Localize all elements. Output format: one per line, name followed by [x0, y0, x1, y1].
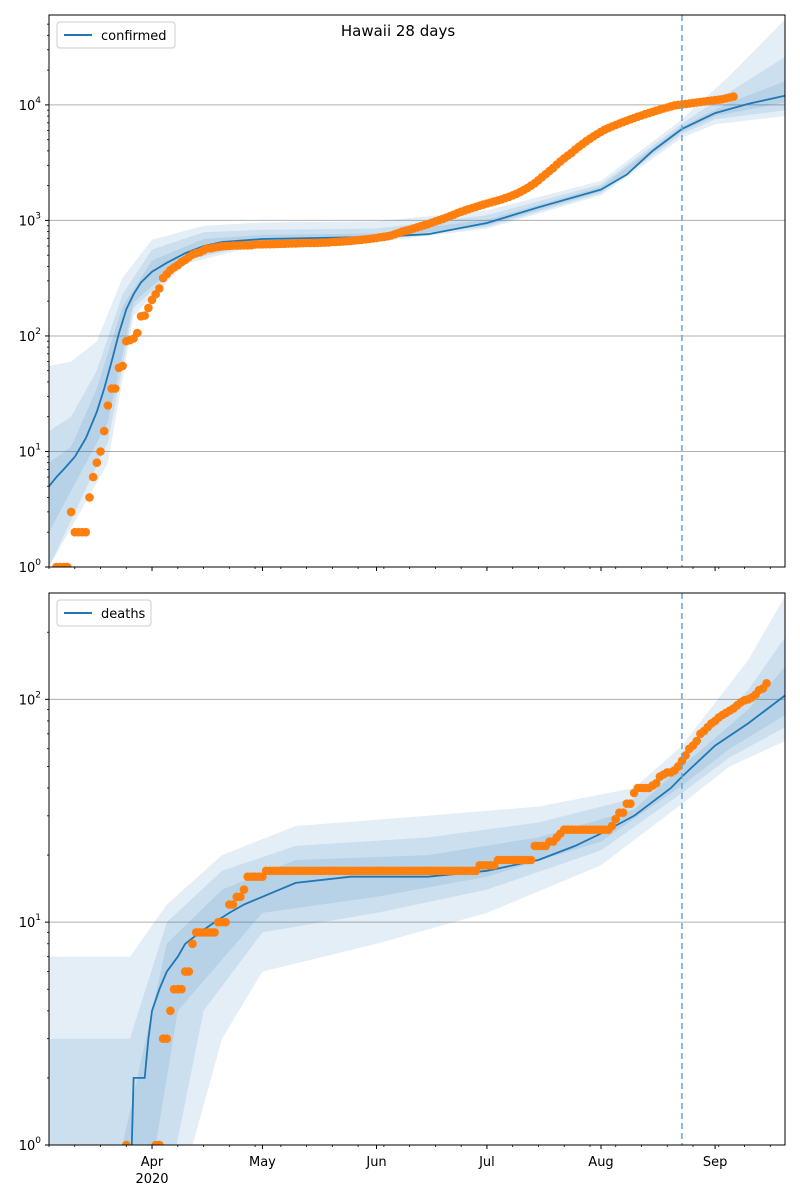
axes-frame	[48, 592, 786, 1146]
observed-point	[188, 939, 197, 949]
observed-point	[166, 1006, 175, 1016]
observed-point	[681, 751, 690, 760]
observed-point	[177, 984, 186, 994]
legend-box	[56, 21, 176, 49]
observed-points	[52, 92, 738, 567]
observed-point	[122, 1140, 131, 1145]
observed-point	[162, 1034, 172, 1043]
x-tick-label: Aug	[588, 1155, 613, 1170]
x-tick-label: Sep	[703, 1155, 728, 1170]
x-tick-label: May	[249, 1155, 276, 1170]
legend: confirmed	[56, 21, 176, 49]
y-tick-exponent: 0	[35, 1136, 41, 1146]
y-tick-label: 101	[19, 913, 41, 931]
y-tick-label: 104	[19, 96, 42, 114]
observed-point	[155, 284, 164, 293]
observed-point	[85, 493, 94, 502]
observed-point	[221, 917, 230, 927]
y-tick-label: 102	[19, 327, 41, 345]
y-tick-label: 101	[19, 442, 41, 460]
y-tick-exponent: 2	[35, 327, 41, 337]
y-tick-exponent: 3	[35, 211, 41, 221]
observed-point	[762, 679, 771, 688]
y-tick-label: 100	[19, 558, 42, 576]
observed-point	[210, 928, 219, 937]
y-tick-exponent: 4	[35, 96, 41, 106]
observed-point	[155, 1140, 164, 1145]
observed-point	[140, 311, 149, 320]
axes-frame	[48, 14, 786, 568]
legend-label: confirmed	[101, 29, 167, 44]
observed-point	[228, 900, 238, 909]
x-tick-sublabel: 2020	[135, 1172, 168, 1187]
y-tick-exponent: 1	[35, 913, 41, 923]
observed-point	[626, 799, 635, 808]
observed-point	[133, 328, 142, 338]
observed-point	[239, 885, 249, 894]
observed-point	[66, 507, 76, 517]
observed-points	[122, 679, 771, 1145]
observed-point	[99, 426, 109, 436]
observed-point	[692, 736, 701, 746]
y-tick-label: 100	[19, 1136, 42, 1154]
x-tick-label: Jul	[478, 1155, 495, 1170]
observed-point	[526, 855, 536, 865]
chart-title: Hawaii 28 days	[341, 22, 455, 40]
observed-point	[96, 447, 105, 456]
legend: deaths	[56, 599, 152, 627]
y-tick-exponent: 1	[35, 442, 41, 452]
y-tick-label: 103	[19, 211, 41, 229]
observed-point	[611, 814, 620, 824]
observed-point	[63, 562, 72, 567]
observed-point	[110, 384, 120, 393]
y-tick-label: 102	[19, 690, 41, 708]
legend-label: deaths	[101, 607, 146, 622]
observed-point	[607, 821, 617, 831]
x-tick-label: Apr	[141, 1155, 164, 1170]
plot-area	[49, 19, 785, 567]
confidence-band	[49, 57, 785, 567]
observed-point	[651, 779, 661, 788]
observed-point	[92, 458, 102, 468]
confidence-band	[49, 637, 785, 1145]
observed-point	[144, 303, 153, 313]
observed-point	[103, 401, 113, 410]
plot-area	[49, 596, 785, 1145]
confidence-band	[49, 81, 785, 533]
observed-point	[81, 527, 91, 537]
observed-point	[729, 92, 738, 101]
observed-point	[618, 808, 628, 817]
observed-point	[118, 361, 127, 371]
observed-point	[88, 472, 98, 482]
observed-point	[236, 892, 245, 902]
model-line	[130, 694, 785, 1145]
y-tick-exponent: 0	[35, 558, 41, 568]
legend-box	[56, 599, 152, 627]
y-tick-exponent: 2	[35, 690, 41, 700]
x-tick-label: Jun	[365, 1155, 386, 1170]
observed-point	[184, 967, 194, 976]
